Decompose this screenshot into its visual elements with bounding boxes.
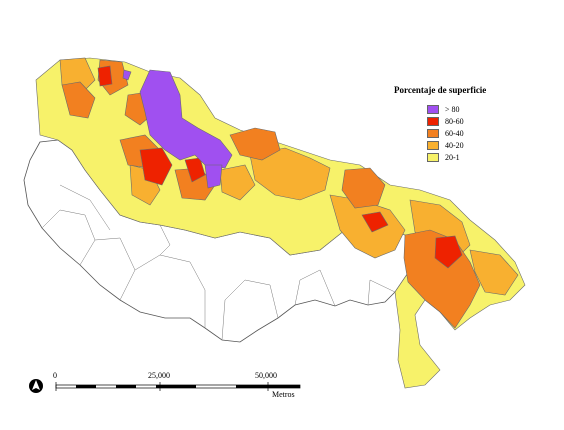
region-class-gt-80 bbox=[204, 164, 223, 189]
municipal-border bbox=[59, 184, 111, 231]
region-class-60-40 bbox=[61, 81, 96, 119]
legend-label: 60-40 bbox=[445, 128, 464, 138]
region-class-40-20 bbox=[219, 164, 256, 201]
scale-unit: Metros bbox=[272, 390, 295, 399]
municipal-border bbox=[159, 224, 171, 256]
region-class-80-60 bbox=[361, 211, 389, 233]
region-class-80-60 bbox=[139, 147, 173, 186]
legend-label: 40-20 bbox=[445, 140, 464, 150]
municipal-border bbox=[119, 254, 206, 328]
municipal-border bbox=[367, 279, 396, 306]
region-class-60-40 bbox=[229, 127, 281, 161]
legend-label: 20-1 bbox=[445, 152, 460, 162]
legend-item-80-60: 80-60 bbox=[427, 115, 486, 127]
legend-swatch bbox=[427, 140, 439, 150]
legend-swatch bbox=[427, 152, 439, 162]
scale-tick-50000: 50,000 bbox=[255, 371, 277, 380]
municipal-border bbox=[79, 237, 136, 271]
scale-bar: 0 25,000 50,000 Metros bbox=[53, 371, 301, 399]
region-class-40-20 bbox=[469, 249, 519, 296]
region-class-80-60 bbox=[184, 157, 206, 183]
region-class-40-20 bbox=[249, 147, 331, 201]
municipal-border bbox=[221, 279, 279, 341]
scale-tick-0: 0 bbox=[53, 371, 57, 380]
legend-label: > 80 bbox=[445, 104, 460, 114]
legend-title: Porcentaje de superficie bbox=[394, 85, 487, 95]
legend: Porcentaje de superficie > 80 80-60 60-40 4… bbox=[394, 85, 486, 163]
legend-item-60-40: 60-40 bbox=[427, 127, 486, 139]
legend-item-40-20: 40-20 bbox=[427, 139, 486, 151]
legend-label: 80-60 bbox=[445, 116, 464, 126]
legend-entries: > 80 80-60 60-40 40-20 20-1 bbox=[394, 103, 486, 163]
region-class-80-60 bbox=[434, 235, 463, 269]
north-arrow-icon bbox=[29, 379, 43, 393]
legend-item-80: > 80 bbox=[427, 103, 486, 115]
legend-item-20-1: 20-1 bbox=[427, 151, 486, 163]
municipal-border bbox=[294, 269, 336, 307]
scale-tick-25000: 25,000 bbox=[148, 371, 170, 380]
legend-swatch bbox=[427, 116, 439, 126]
municipal-border bbox=[41, 209, 96, 241]
region-class-gt-80 bbox=[122, 69, 132, 81]
legend-swatch bbox=[427, 104, 439, 114]
region-class-80-60 bbox=[97, 65, 113, 87]
legend-swatch bbox=[427, 128, 439, 138]
region-class-60-40 bbox=[341, 167, 386, 209]
